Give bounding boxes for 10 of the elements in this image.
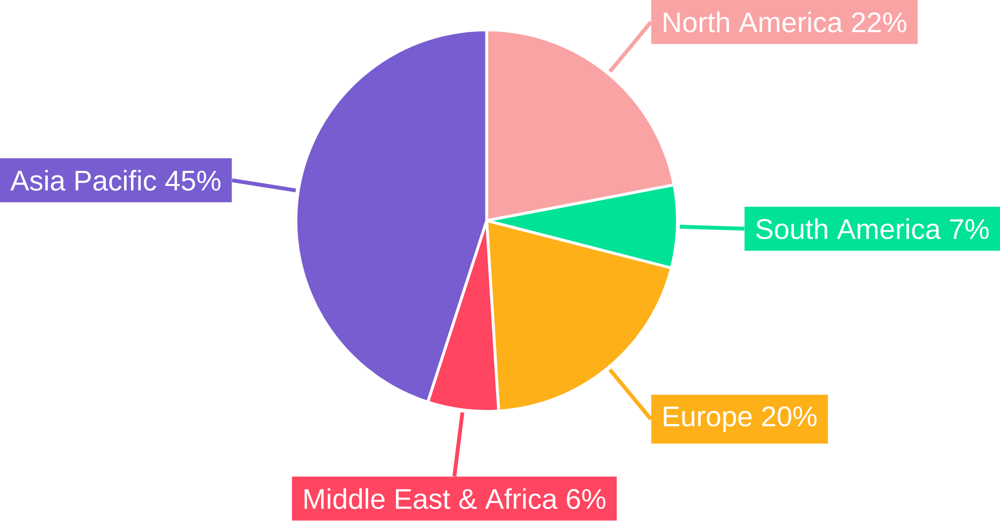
- slice-label: Europe: [664, 406, 752, 432]
- slice-label: Middle East & Africa: [304, 488, 558, 510]
- data-label: 22%: [852, 12, 906, 32]
- data-label: 7%: [950, 219, 989, 240]
- slice-label: South America: [756, 218, 941, 240]
- slice-label: North America: [664, 12, 843, 33]
- data-label: 20%: [762, 406, 817, 427]
- slice-label: Asia Pacific: [10, 170, 156, 191]
- data-label: 45%: [165, 170, 220, 191]
- data-label: 6%: [566, 489, 606, 510]
